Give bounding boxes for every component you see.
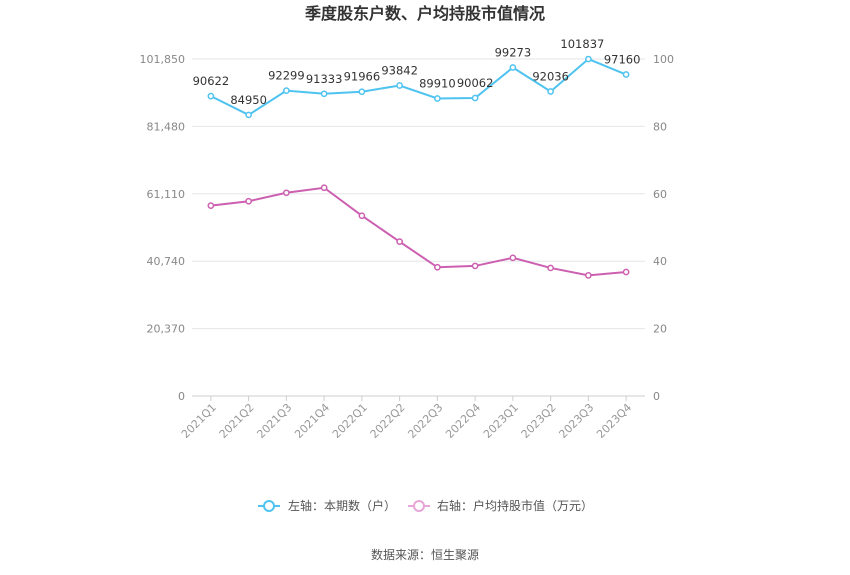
data-point[interactable] bbox=[434, 95, 441, 102]
data-label: 84950 bbox=[230, 93, 267, 107]
right-tick-label: 80 bbox=[653, 120, 667, 133]
data-point[interactable] bbox=[622, 268, 630, 276]
legend[interactable]: 左轴：本期数（户） 右轴：户均持股市值（万元） bbox=[258, 498, 593, 513]
data-point[interactable] bbox=[434, 263, 441, 271]
legend-marker-market-value bbox=[413, 500, 425, 512]
legend-item-holders[interactable]: 左轴：本期数（户） bbox=[258, 498, 396, 513]
data-point[interactable] bbox=[471, 262, 479, 270]
legend-item-market-value[interactable]: 右轴：户均持股市值（万元） bbox=[408, 498, 593, 513]
data-label: 91966 bbox=[344, 70, 381, 84]
left-axis: 0 20,370 40,740 61,110 81,480 101,850 bbox=[140, 53, 186, 403]
left-tick-label: 40,740 bbox=[147, 255, 186, 268]
series-line-1 bbox=[210, 186, 627, 277]
right-axis: 0 20 40 60 80 100 bbox=[653, 53, 674, 403]
data-point[interactable] bbox=[207, 92, 215, 100]
x-tick-label: 2023Q4 bbox=[594, 401, 634, 441]
x-tick-label: 2023Q1 bbox=[481, 401, 521, 441]
right-tick-label: 20 bbox=[653, 323, 667, 336]
left-tick-label: 0 bbox=[178, 390, 185, 403]
right-tick-label: 100 bbox=[653, 53, 674, 66]
x-tick-label: 2021Q3 bbox=[254, 401, 294, 441]
data-point[interactable] bbox=[358, 88, 366, 96]
data-label: 90622 bbox=[193, 74, 230, 88]
data-point[interactable] bbox=[547, 264, 554, 272]
x-tick-label: 2022Q3 bbox=[405, 401, 445, 441]
data-point[interactable] bbox=[547, 88, 554, 95]
data-point[interactable] bbox=[320, 90, 328, 98]
x-tick-label: 2021Q1 bbox=[179, 401, 219, 441]
left-tick-label: 101,850 bbox=[140, 53, 186, 66]
x-tick-label: 2022Q4 bbox=[443, 401, 483, 441]
data-label: 97160 bbox=[604, 53, 641, 67]
data-point[interactable] bbox=[509, 254, 517, 262]
data-label: 90062 bbox=[457, 76, 494, 90]
x-tick-label: 2022Q1 bbox=[330, 401, 370, 441]
data-point[interactable] bbox=[245, 197, 252, 205]
data-label: 93842 bbox=[381, 63, 418, 77]
data-label: 91333 bbox=[306, 72, 343, 86]
right-tick-label: 0 bbox=[653, 390, 660, 403]
data-point[interactable] bbox=[207, 202, 215, 209]
data-point[interactable] bbox=[283, 87, 290, 94]
data-label: 92299 bbox=[268, 69, 305, 83]
chart-title: 季度股东户数、户均持股市值情况 bbox=[304, 4, 545, 23]
x-tick-label: 2021Q2 bbox=[217, 401, 257, 441]
data-point[interactable] bbox=[358, 212, 366, 220]
x-tick-label: 2021Q4 bbox=[292, 401, 332, 441]
left-tick-label: 61,110 bbox=[147, 188, 186, 201]
legend-label-market-value: 右轴：户均持股市值（万元） bbox=[437, 498, 593, 513]
source-note: 数据来源：恒生聚源 bbox=[371, 547, 479, 562]
x-tick-label: 2023Q2 bbox=[519, 401, 559, 441]
left-tick-label: 20,370 bbox=[147, 323, 186, 336]
data-label: 99273 bbox=[495, 46, 532, 60]
data-point[interactable] bbox=[283, 189, 290, 197]
series-line-0 bbox=[210, 57, 627, 117]
data-point[interactable] bbox=[396, 238, 403, 246]
data-point[interactable] bbox=[320, 184, 328, 192]
data-point[interactable] bbox=[509, 64, 517, 71]
data-point[interactable] bbox=[622, 71, 630, 78]
x-axis: 2021Q12021Q22021Q32021Q42022Q12022Q22022… bbox=[179, 396, 634, 441]
right-tick-label: 40 bbox=[653, 255, 667, 268]
x-tick-label: 2023Q3 bbox=[556, 401, 596, 441]
data-point[interactable] bbox=[585, 55, 592, 63]
data-point[interactable] bbox=[471, 94, 479, 102]
right-tick-label: 60 bbox=[653, 188, 667, 201]
data-point[interactable] bbox=[396, 82, 403, 89]
legend-marker-holders bbox=[263, 500, 275, 512]
grid-lines bbox=[192, 58, 645, 397]
data-label: 92036 bbox=[532, 69, 569, 83]
data-label: 101837 bbox=[560, 37, 604, 51]
data-point[interactable] bbox=[245, 111, 252, 119]
legend-label-holders: 左轴：本期数（户） bbox=[288, 498, 396, 513]
x-tick-label: 2022Q2 bbox=[368, 401, 408, 441]
left-tick-label: 81,480 bbox=[147, 120, 186, 133]
data-label: 89910 bbox=[419, 77, 456, 91]
data-point[interactable] bbox=[585, 272, 592, 279]
